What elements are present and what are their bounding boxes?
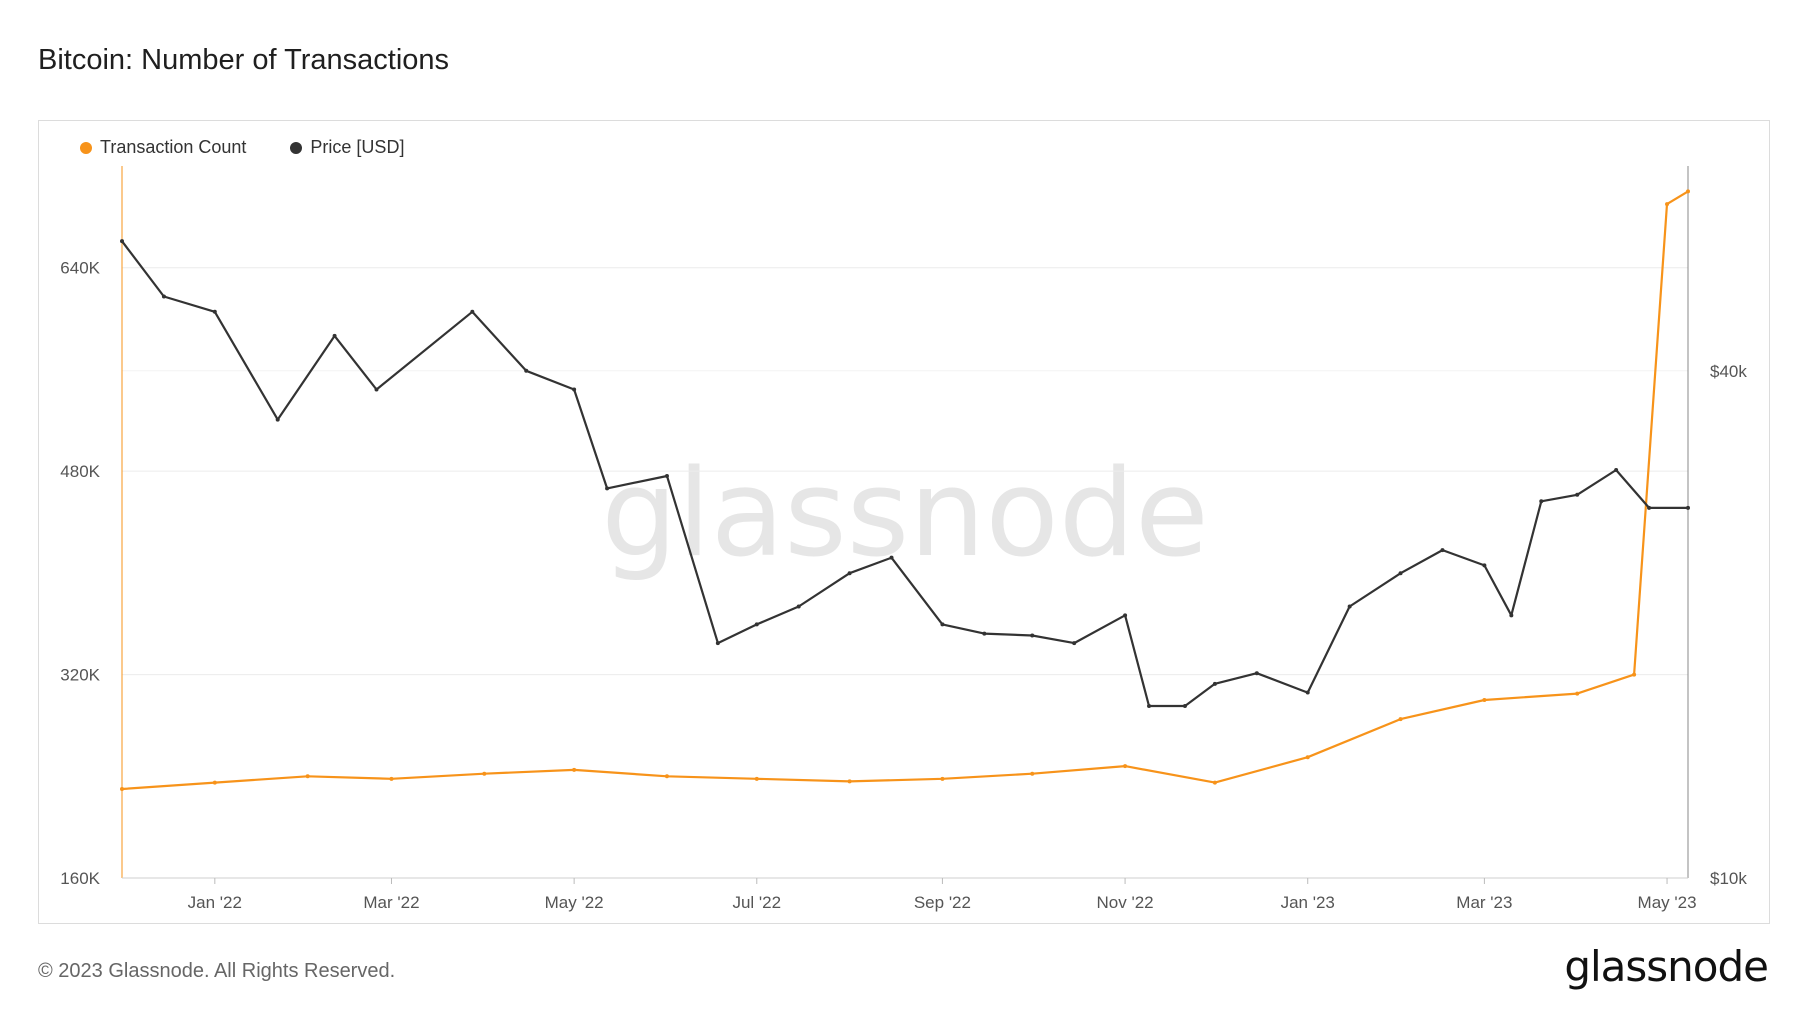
price-point	[605, 486, 610, 491]
transaction-count-point	[1632, 672, 1637, 677]
price-point	[796, 604, 801, 609]
price-line	[121, 240, 1688, 708]
price-point	[161, 294, 166, 299]
price-point	[1254, 671, 1259, 676]
price-point	[1482, 563, 1487, 568]
transaction-count-point	[940, 776, 945, 781]
legend-label-price: Price [USD]	[310, 137, 405, 157]
chart-panel	[38, 120, 1770, 924]
price-point	[1686, 505, 1690, 510]
legend-item-price[interactable]: Price [USD]	[290, 137, 404, 158]
transaction-count-point	[847, 779, 852, 784]
transaction-count-point	[389, 776, 394, 781]
legend-label-transaction-count: Transaction Count	[100, 137, 247, 157]
legend-item-transaction-count[interactable]: Transaction Count	[80, 137, 246, 158]
price-point	[664, 474, 669, 479]
legend-marker-price	[290, 141, 303, 154]
price-point	[1575, 492, 1580, 497]
x-tick-label: Jan '22	[188, 893, 242, 912]
x-tick-label: May '23	[1638, 893, 1697, 912]
price-point	[715, 641, 720, 646]
price-point	[1123, 613, 1128, 618]
price-point	[212, 309, 217, 314]
price-point	[120, 239, 124, 244]
price-point	[1305, 690, 1310, 695]
transaction-count-line	[121, 190, 1689, 791]
glassnode-logo: glassnode	[1564, 942, 1769, 991]
price-point	[524, 368, 529, 373]
price-point	[1147, 704, 1152, 709]
transaction-count-point	[482, 771, 487, 776]
transaction-count-point	[1030, 771, 1035, 776]
price-point	[1072, 641, 1077, 646]
price-point	[332, 333, 337, 338]
transaction-count-point	[212, 780, 217, 785]
price-point	[1212, 681, 1217, 686]
price-point	[1440, 548, 1445, 553]
price-point	[1614, 467, 1619, 472]
price-point	[754, 622, 759, 627]
transaction-count-point	[1305, 755, 1310, 760]
price-point	[940, 622, 945, 627]
price-point	[1182, 704, 1187, 709]
transaction-count-point	[1398, 717, 1403, 722]
transaction-count-point	[1123, 764, 1128, 769]
transaction-count-point	[1686, 189, 1690, 194]
transaction-count-point	[1575, 691, 1580, 696]
x-tick-label: Mar '22	[363, 893, 419, 912]
transaction-count-point	[1665, 202, 1670, 207]
x-tick-label: Sep '22	[914, 893, 971, 912]
transaction-count-point	[664, 774, 669, 779]
transaction-count-point	[120, 787, 124, 791]
price-point	[1509, 613, 1514, 618]
price-point	[470, 309, 475, 314]
price-point	[847, 571, 852, 576]
page-title: Bitcoin: Number of Transactions	[38, 44, 450, 76]
transaction-count-point	[754, 776, 759, 781]
transaction-count-point	[572, 767, 577, 772]
y-right-tick-label: $40k	[1710, 362, 1747, 381]
price-point	[572, 387, 577, 392]
x-tick-label: Nov '22	[1097, 893, 1154, 912]
price-point	[1539, 499, 1544, 504]
x-tick-label: Mar '23	[1456, 893, 1512, 912]
y-right-tick-label: $10k	[1710, 869, 1747, 888]
y-left-tick-label: 160K	[60, 869, 100, 888]
price-point	[374, 387, 379, 392]
price-point	[1030, 633, 1035, 638]
price-point	[1398, 571, 1403, 576]
price-point	[889, 555, 894, 560]
x-tick-label: Jul '22	[732, 893, 781, 912]
transaction-count-point	[305, 774, 310, 779]
price-point	[982, 631, 987, 636]
x-tick-label: Jan '23	[1281, 893, 1335, 912]
chart-legend: Transaction Count Price [USD]	[80, 137, 404, 158]
y-left-tick-label: 480K	[60, 462, 100, 481]
price-point	[275, 417, 280, 422]
watermark: glassnode	[601, 445, 1209, 584]
price-point	[1647, 505, 1652, 510]
legend-marker-transaction-count	[80, 141, 92, 154]
transaction-count-point	[1482, 698, 1487, 702]
y-left-tick-label: 640K	[60, 259, 100, 278]
copyright-footer: © 2023 Glassnode. All Rights Reserved.	[38, 960, 396, 982]
x-tick-label: May '22	[545, 893, 604, 912]
price-point	[1347, 604, 1352, 609]
y-left-tick-label: 320K	[60, 666, 100, 685]
transaction-count-point	[1212, 780, 1217, 785]
